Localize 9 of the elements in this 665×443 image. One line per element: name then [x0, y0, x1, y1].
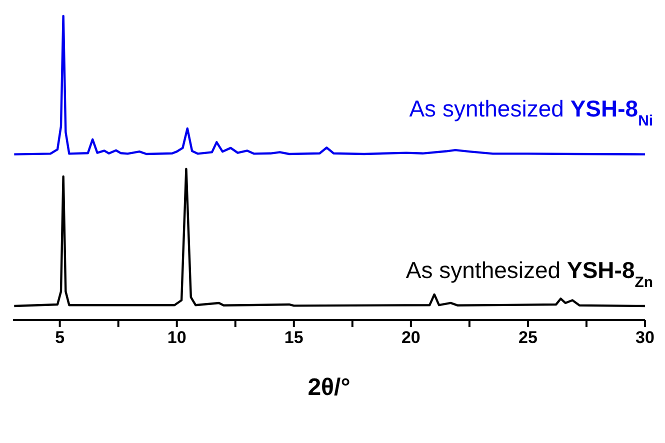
- x-tick-label: 30: [636, 328, 654, 347]
- x-tick-label: 25: [518, 328, 538, 347]
- series-label: As synthesized YSH-8$_{Ni}$: [409, 95, 653, 129]
- x-tick-label: 10: [167, 328, 186, 347]
- x-tick-label: 20: [401, 328, 420, 347]
- series-label: As synthesized YSH-8$_{Zn}$: [406, 257, 653, 291]
- x-tick-label: 5: [55, 328, 65, 347]
- x-tick-label: 15: [284, 328, 304, 347]
- x-axis-title: 2θ/°: [308, 374, 350, 401]
